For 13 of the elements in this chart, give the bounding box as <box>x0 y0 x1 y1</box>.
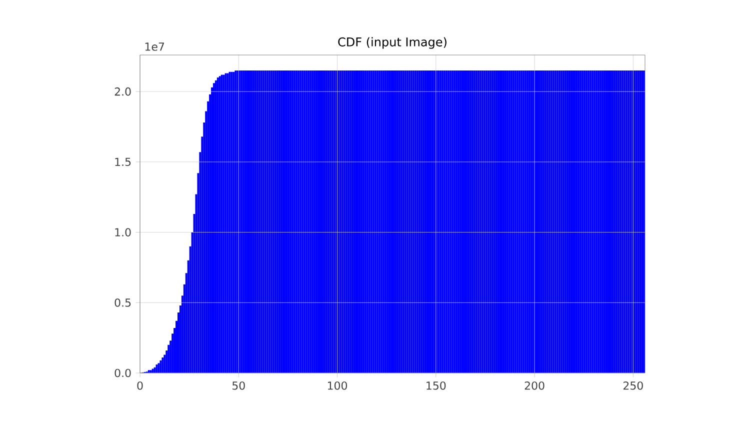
x-tick-label: 50 <box>232 381 245 390</box>
y-tick-label: 0.0 <box>114 368 131 378</box>
y-tick-label: 2.0 <box>114 87 131 96</box>
chart-title: CDF (input Image) <box>338 37 446 49</box>
x-tick-label: 200 <box>524 381 544 390</box>
y-tick-label: 0.5 <box>114 298 131 307</box>
text: 1e7 <box>145 42 164 51</box>
x-tick-label: 0 <box>137 381 143 390</box>
x-tick-label: 100 <box>328 381 348 390</box>
y-tick-label: 1.0 <box>115 228 131 236</box>
x-tick-label: 150 <box>426 381 446 390</box>
x-tick-label: 250 <box>623 381 643 390</box>
y-tick-label: 1.5 <box>115 158 131 166</box>
